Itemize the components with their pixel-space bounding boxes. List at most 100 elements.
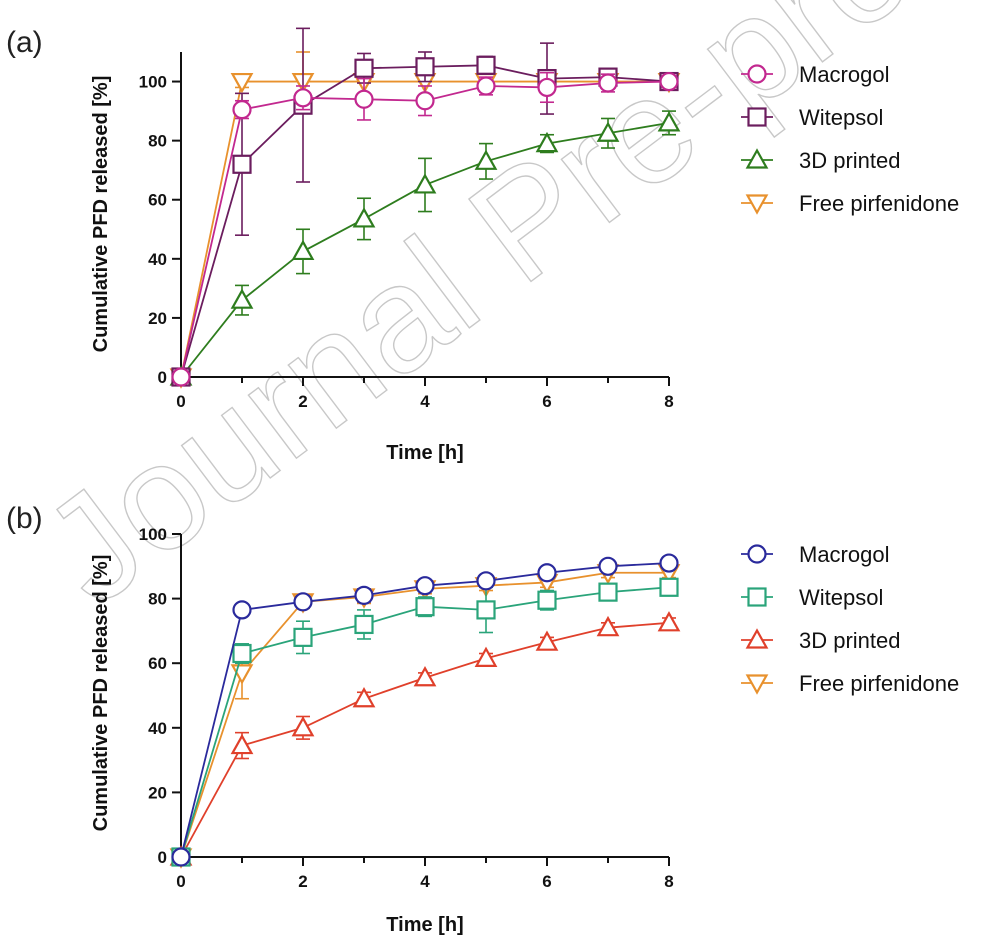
panel-a-data-point <box>415 91 435 111</box>
panel-b-data-point <box>415 597 435 617</box>
panel-a-data-point <box>659 71 679 92</box>
panel-a-data-point <box>413 173 437 194</box>
panel-a-series-macrogol <box>171 71 679 387</box>
panel-a-x-tick-label: 8 <box>664 392 673 411</box>
panel-a-letter: (a) <box>6 26 43 59</box>
panel-b-data-point <box>476 600 496 620</box>
panel-b-data-point <box>354 614 374 635</box>
panel-a-series <box>169 27 681 389</box>
legend-swatch-marker <box>745 194 769 215</box>
panel-a-data-point <box>537 77 557 98</box>
legend-label: Witepsol <box>799 585 883 610</box>
panel-a-data-point <box>291 239 315 261</box>
panel-a-data-point <box>596 121 620 142</box>
panel-b-letter: (b) <box>6 502 43 535</box>
panel-b-data-point <box>596 615 620 637</box>
panel-b-data-point <box>354 585 374 605</box>
panel-a-data-point <box>232 100 252 120</box>
legend-swatch-marker <box>745 148 769 169</box>
panel-a-x-tick-label: 0 <box>176 392 185 411</box>
panel-a-data-point <box>474 149 498 170</box>
panel-a-x-tick-label: 2 <box>298 392 307 411</box>
panel-b-data-point <box>659 577 679 597</box>
panel-a-data-point <box>657 111 681 132</box>
panel-a-data-point <box>354 58 374 78</box>
panel-a-y-tick-label: 0 <box>158 368 167 387</box>
panel-b-y-tick-label: 20 <box>148 783 167 802</box>
panel-a-data-point <box>352 207 376 228</box>
panel-b-x-tick-label: 8 <box>664 872 673 891</box>
panel-b-series-witepsol <box>171 577 679 867</box>
panel-b-x-tick-label: 0 <box>176 872 185 891</box>
panel-a-data-point <box>476 55 496 75</box>
panel-a-data-point <box>415 57 435 77</box>
legend-label: Free pirfenidone <box>799 191 959 216</box>
panel-a-data-point <box>230 72 254 94</box>
panel-b-x-tick-label: 4 <box>420 872 430 891</box>
panel-a-legend-item-free-pirfenidone: Free pirfenidone <box>741 191 959 216</box>
legend-label: Free pirfenidone <box>799 671 959 696</box>
panel-b-legend: Macrogol Witepsol 3D printed Free pirfenido… <box>741 542 959 696</box>
panel-b-y-tick-label: 100 <box>139 525 167 544</box>
panel-a-legend-item-3d-printed: 3D printed <box>741 148 901 173</box>
panel-b-data-point <box>659 553 679 573</box>
panel-b-data-point <box>413 665 437 687</box>
panel-b-legend-item-witepsol: Witepsol <box>741 585 883 610</box>
panel-a-x-axis-title: Time [h] <box>386 442 463 464</box>
panel-a-y-tick-label: 80 <box>148 132 167 151</box>
legend-label: 3D printed <box>799 148 901 173</box>
panel-b-legend-item-free-pirfenidone: Free pirfenidone <box>741 671 959 696</box>
legend-label: Macrogol <box>799 62 889 87</box>
panel-b-y-axis-title: Cumulative PFD released [%] <box>90 555 112 832</box>
panel-a-data-point <box>232 154 252 174</box>
panel-b-data-point <box>415 576 435 596</box>
legend-swatch-marker <box>747 64 767 84</box>
panel-b-legend-item-macrogol: Macrogol <box>741 542 889 567</box>
legend-swatch-marker <box>747 587 767 607</box>
panel-b-data-point <box>232 643 252 664</box>
panel-b-data-point <box>535 630 559 651</box>
panel-b-series-line <box>180 586 670 858</box>
panel-b-data-point <box>474 646 498 667</box>
panel-b-y-tick-label: 60 <box>148 654 167 673</box>
panel-a-y-tick-label: 60 <box>148 191 167 210</box>
panel-a-data-point <box>171 367 191 387</box>
legend-swatch-marker <box>747 107 767 127</box>
panel-a-y-tick-label: 40 <box>148 250 167 269</box>
panel-b-legend-item-3d-printed: 3D printed <box>741 628 901 653</box>
panel-a-legend-item-macrogol: Macrogol <box>741 62 889 87</box>
panel-b-y-tick-label: 80 <box>148 590 167 609</box>
panel-b-data-point <box>293 592 313 612</box>
panel-a-x-tick-label: 6 <box>542 392 551 411</box>
panel-a-data-point <box>230 288 254 309</box>
panel-a-y-tick-label: 20 <box>148 309 167 328</box>
panel-b-y-tick-label: 0 <box>158 848 167 867</box>
panel-a-legend-item-witepsol: Witepsol <box>741 105 883 130</box>
panel-a-y-tick-label: 100 <box>139 73 167 92</box>
panel-a-data-point <box>354 89 374 109</box>
panel-a-data-point <box>476 76 496 96</box>
panel-b-data-point <box>657 611 681 632</box>
legend-label: Macrogol <box>799 542 889 567</box>
panel-b-x-tick-label: 2 <box>298 872 307 891</box>
legend-swatch-marker <box>745 674 769 695</box>
panel-b-data-point <box>232 600 252 620</box>
panel-b-data-point <box>230 733 254 755</box>
panel-b-data-point <box>352 686 376 708</box>
panel-b-series-macrogol <box>171 553 679 867</box>
panel-b-data-point <box>171 847 191 867</box>
panel-a-data-point <box>293 88 313 108</box>
panel-a-data-point <box>535 131 559 153</box>
panel-b-data-point <box>476 571 496 591</box>
legend-label: 3D printed <box>799 628 901 653</box>
panel-b-series-3d-printed <box>169 611 681 866</box>
panel-b-data-point <box>291 716 315 737</box>
panel-b-series <box>169 553 681 869</box>
panel-b-data-point <box>293 627 313 647</box>
panel-a-x-tick-label: 4 <box>420 392 430 411</box>
